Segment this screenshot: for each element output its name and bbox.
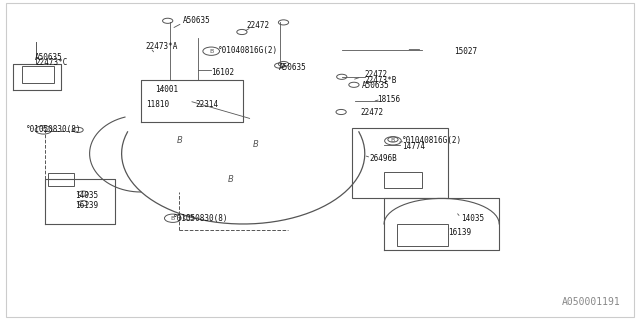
Text: 16102: 16102 <box>211 68 234 77</box>
Text: B: B <box>209 49 213 54</box>
Text: 14001: 14001 <box>156 85 179 94</box>
Text: °01040816G(2): °01040816G(2) <box>218 46 278 55</box>
Text: 22473*C: 22473*C <box>35 58 68 67</box>
Text: B: B <box>42 127 45 132</box>
Text: 16139: 16139 <box>448 228 471 237</box>
Bar <box>22 66 54 83</box>
Text: A50635: A50635 <box>278 63 306 72</box>
Text: B: B <box>177 136 182 145</box>
Text: B: B <box>228 175 233 184</box>
Text: B: B <box>171 216 175 221</box>
Text: 22472: 22472 <box>365 70 388 79</box>
Text: 16139: 16139 <box>76 201 99 210</box>
Text: A50635: A50635 <box>35 53 63 62</box>
Text: 22473*A: 22473*A <box>146 42 179 51</box>
Text: 22472: 22472 <box>360 108 383 116</box>
Text: 15027: 15027 <box>454 47 477 56</box>
Text: 14035: 14035 <box>461 214 484 223</box>
Text: 22314: 22314 <box>195 100 218 108</box>
Text: °01050830(8): °01050830(8) <box>26 125 81 134</box>
Text: A50635: A50635 <box>182 16 210 25</box>
Bar <box>397 224 448 246</box>
Text: 22473*B: 22473*B <box>365 76 397 84</box>
Bar <box>48 173 74 186</box>
Text: B: B <box>253 140 259 148</box>
Text: 14774: 14774 <box>402 142 425 151</box>
Text: °01050830(8): °01050830(8) <box>173 214 228 223</box>
Text: A50635: A50635 <box>362 81 389 90</box>
Text: B: B <box>391 138 395 143</box>
Text: A050001191: A050001191 <box>562 297 621 307</box>
Text: °01040816G(2): °01040816G(2) <box>402 136 462 145</box>
Bar <box>384 172 422 188</box>
Text: 26496B: 26496B <box>370 154 397 163</box>
Text: 18156: 18156 <box>378 95 401 104</box>
Text: 14035: 14035 <box>76 191 99 200</box>
Text: 11810: 11810 <box>146 100 169 108</box>
Text: 22472: 22472 <box>246 21 269 30</box>
